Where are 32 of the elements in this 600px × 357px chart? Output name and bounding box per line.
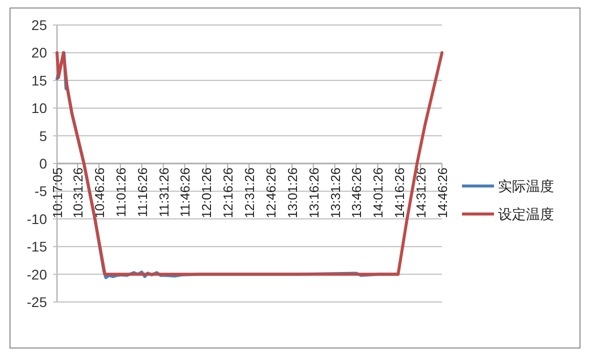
x-tick-label: 12:46:26 — [263, 168, 278, 218]
y-tick-label: -25 — [26, 294, 48, 310]
x-tick-label: 12:31:26 — [242, 168, 258, 218]
x-tick-label: 14:16:26 — [392, 168, 408, 218]
x-tick-label: 13:31:26 — [328, 168, 343, 218]
x-tick-label: 11:31:26 — [156, 168, 172, 218]
x-tick-label: 14:31:26 — [414, 168, 429, 218]
x-tick-label: 11:16:26 — [134, 168, 150, 218]
y-tick-label: -10 — [26, 210, 48, 227]
x-tick-label: 14:01:26 — [370, 168, 386, 218]
y-tick-label: -5 — [34, 183, 48, 200]
y-tick-label: 5 — [39, 128, 48, 144]
x-tick-label: 13:01:26 — [284, 168, 300, 218]
y-tick-label: 15 — [31, 72, 48, 88]
y-tick-label: -15 — [26, 238, 48, 255]
y-tick-label: 20 — [31, 44, 48, 61]
y-tick-label: -20 — [26, 266, 48, 282]
legend-label: 设定温度 — [498, 206, 554, 222]
y-tick-label: 0 — [39, 156, 48, 172]
x-tick-label: 13:46:26 — [349, 168, 364, 218]
y-tick-label: 25 — [31, 17, 48, 33]
x-tick-label: 14:46:26 — [435, 168, 450, 218]
x-tick-label: 10:46:26 — [92, 168, 107, 218]
x-tick-label: 10:31:26 — [70, 168, 86, 218]
y-tick-label: 10 — [31, 100, 48, 116]
legend-label: 实际温度 — [498, 178, 554, 194]
x-tick-label: 12:01:26 — [199, 168, 214, 218]
x-tick-label: 11:01:26 — [113, 168, 128, 218]
x-tick-label: 11:46:26 — [178, 168, 193, 218]
x-tick-label: 13:16:26 — [306, 168, 322, 218]
x-tick-label: 12:16:26 — [220, 168, 236, 218]
x-tick-label: 10:17:05 — [50, 168, 65, 218]
